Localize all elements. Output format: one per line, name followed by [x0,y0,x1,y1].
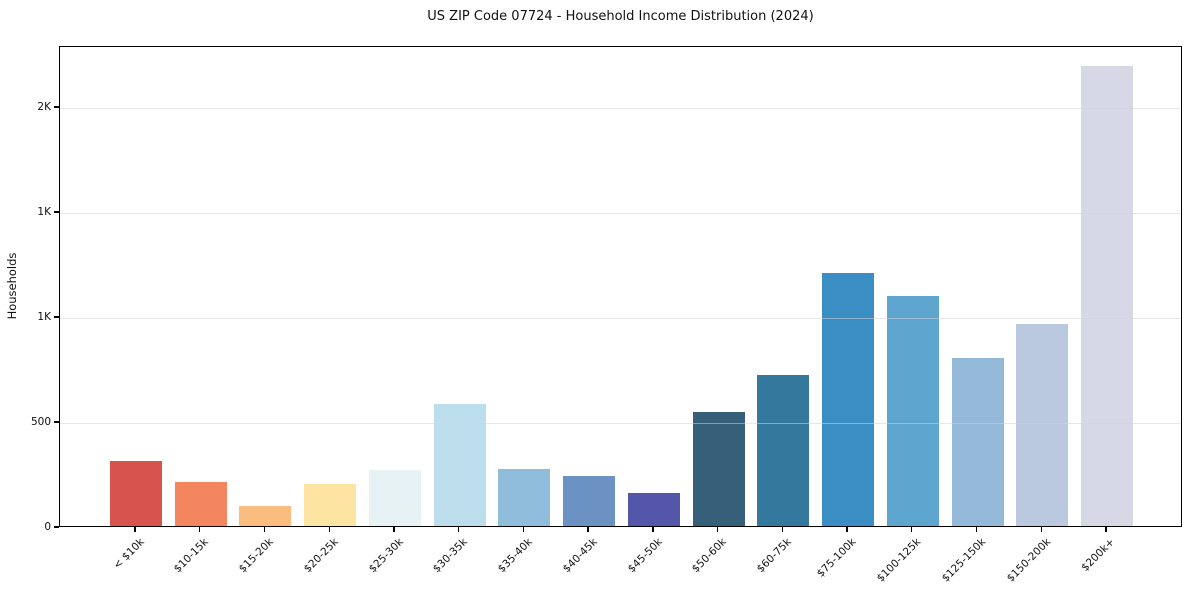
x-tick-mark [975,527,978,532]
x-tick-mark [1105,527,1107,532]
x-tick-mark [134,527,136,532]
bar-$20-25k [304,484,357,526]
plot-area [59,46,1182,527]
y-tick-label: 1K [37,205,51,218]
bar-$75-100k [822,272,875,526]
x-tick-mark [781,527,783,532]
bar-$125-150k [951,357,1004,526]
bar-$50-60k [692,411,745,526]
y-axis-label: Households [5,252,19,320]
bar-$45-50k [627,493,680,526]
x-tick-mark [652,527,654,532]
x-tick-mark [522,527,525,532]
bar-$200k+ [1081,66,1133,526]
gridline [60,422,1181,424]
x-tick-mark [1040,527,1042,532]
x-tick-mark [393,527,395,532]
x-tick-mark [458,527,460,532]
bar-$60-75k [757,374,810,526]
x-tick-mark [911,527,913,532]
chart-title: US ZIP Code 07724 - Household Income Dis… [427,9,814,24]
bar-$150-200k [1016,324,1069,526]
y-tick-label: 0 [44,521,51,533]
y-tick-label: 2K [37,100,51,113]
gridline [60,212,1181,214]
x-tick-mark [328,527,330,532]
x-tick-mark [263,527,266,532]
x-tick-mark [716,527,719,532]
gridline [60,107,1181,109]
x-tick-mark [846,527,848,532]
y-tick-label: 500 [30,415,51,428]
bar-$30-35k [433,404,486,526]
bar-$25-30k [368,470,421,526]
bar-$40-45k [563,475,616,526]
bar-$15-20k [239,505,292,526]
bar-$10-15k [174,481,227,526]
x-tick-mark [587,527,589,532]
bar-$35-40k [498,469,551,526]
gridline [60,317,1181,319]
bar-$100-125k [886,296,939,526]
x-tick-mark [199,527,201,532]
bar-< $10k [110,460,162,526]
